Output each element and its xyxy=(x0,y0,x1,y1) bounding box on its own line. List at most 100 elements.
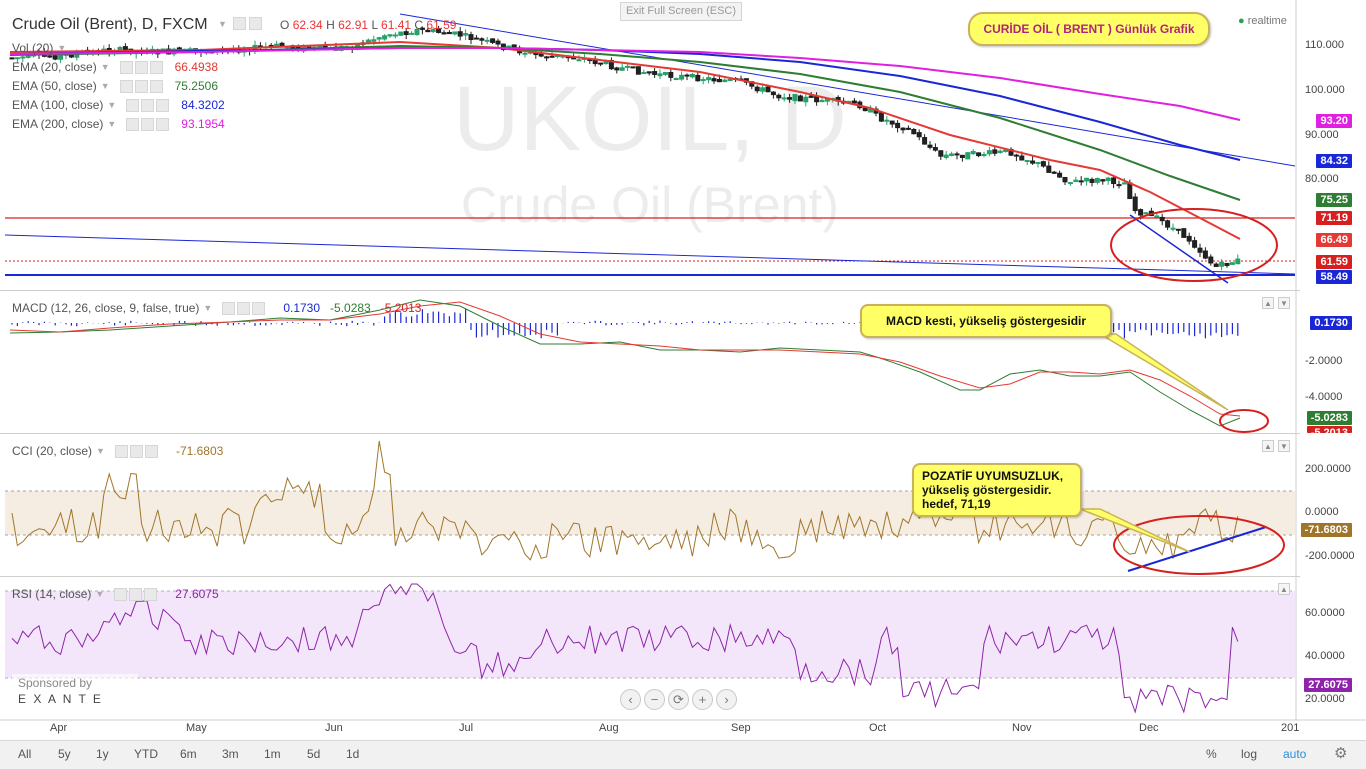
log-toggle[interactable]: log xyxy=(1241,747,1258,761)
study-value: 75.2506 xyxy=(174,79,219,93)
candle-body xyxy=(1094,178,1100,183)
close-icon[interactable] xyxy=(156,98,170,112)
study-ema100[interactable]: EMA (100, close) ▼ 84.3202 xyxy=(12,97,225,113)
chevron-down-icon[interactable]: ▼ xyxy=(100,81,110,91)
eye-icon[interactable] xyxy=(126,98,140,112)
realtime-indicator: ● realtime xyxy=(1238,15,1287,27)
candle-body xyxy=(1084,177,1090,182)
pane-down-icon[interactable]: ▼ xyxy=(1278,440,1290,452)
candle-body xyxy=(1224,262,1230,266)
eye-icon[interactable] xyxy=(114,444,128,458)
study-buttons[interactable] xyxy=(222,301,266,315)
macd-legend[interactable]: MACD (12, 26, close, 9, false, true) ▼ 0.… xyxy=(12,301,421,315)
candle-body xyxy=(1132,196,1138,212)
candle-body xyxy=(981,153,987,156)
candle-body xyxy=(1219,261,1225,267)
price-axis-label: 90.000 xyxy=(1305,129,1339,141)
chevron-down-icon[interactable]: ▼ xyxy=(107,100,117,110)
gear-icon[interactable] xyxy=(141,98,155,112)
chevron-down-icon[interactable]: ▼ xyxy=(57,43,67,53)
timeframe-5y[interactable]: 5y xyxy=(58,747,71,761)
auto-toggle[interactable]: auto xyxy=(1283,747,1307,761)
timeframe-1y[interactable]: 1y xyxy=(96,747,109,761)
chevron-down-icon[interactable]: ▼ xyxy=(96,446,105,456)
gear-icon[interactable] xyxy=(249,17,262,30)
timeframe-3m[interactable]: 3m xyxy=(222,747,239,761)
study-buttons[interactable] xyxy=(114,587,158,601)
gear-icon[interactable]: ⚙ xyxy=(1334,745,1348,762)
study-ema20[interactable]: EMA (20, close) ▼ 66.4938 xyxy=(12,59,225,75)
close-icon[interactable] xyxy=(156,117,170,131)
candle-body xyxy=(959,154,965,158)
pane-separator[interactable] xyxy=(0,433,1300,434)
gear-icon[interactable] xyxy=(129,587,143,601)
scroll-left-icon[interactable]: ‹ xyxy=(620,689,641,710)
pane-collapse-icon[interactable]: ▲ xyxy=(1278,583,1290,595)
chevron-down-icon[interactable]: ▼ xyxy=(203,303,213,313)
rsi-axis-label: 40.0000 xyxy=(1305,650,1345,662)
cci-legend[interactable]: CCI (20, close) ▼ -71.6803 xyxy=(12,444,223,458)
title-callout[interactable]: CURİDE OİL ( BRENT ) Günlük Grafik xyxy=(968,12,1210,46)
pane-down-icon[interactable]: ▼ xyxy=(1278,297,1290,309)
timeframe-1m[interactable]: 1m xyxy=(264,747,281,761)
eye-icon[interactable] xyxy=(119,79,133,93)
study-ema50[interactable]: EMA (50, close) ▼ 75.2506 xyxy=(12,78,225,94)
timeframe-6m[interactable]: 6m xyxy=(180,747,197,761)
gear-icon[interactable] xyxy=(129,444,143,458)
sponsor-box[interactable]: Sponsored by E X A N T E xyxy=(12,674,138,714)
study-ema200[interactable]: EMA (200, close) ▼ 93.1954 xyxy=(12,116,225,132)
close-icon[interactable] xyxy=(149,60,163,74)
chevron-down-icon[interactable]: ▼ xyxy=(218,19,227,29)
time-axis[interactable]: Apr May Jun Jul Aug Sep Oct Nov Dec 201 xyxy=(0,722,1300,738)
pane-separator[interactable] xyxy=(0,576,1300,577)
timeframe-5d[interactable]: 5d xyxy=(307,747,321,761)
ema-line-1 xyxy=(9,44,1241,201)
chart-canvas[interactable]: UKOIL, D Crude Oil (Brent) xyxy=(0,0,1366,740)
macd-callout[interactable]: MACD kesti, yükseliş göstergesidir xyxy=(860,304,1112,338)
close-icon[interactable] xyxy=(144,444,158,458)
study-buttons[interactable] xyxy=(126,117,170,131)
close-icon[interactable] xyxy=(252,301,266,315)
eye-icon[interactable] xyxy=(233,17,246,30)
exit-fullscreen-button[interactable]: Exit Full Screen (ESC) xyxy=(620,2,742,21)
timeframe-all[interactable]: All xyxy=(18,747,32,761)
cci-callout[interactable]: POZATİF UYUMSUZLUK, yükseliş göstergesid… xyxy=(912,463,1082,517)
eye-icon[interactable] xyxy=(114,587,128,601)
zoom-out-icon[interactable]: − xyxy=(644,689,665,710)
study-buttons[interactable] xyxy=(126,98,170,112)
scroll-right-icon[interactable]: › xyxy=(716,689,737,710)
study-buttons[interactable] xyxy=(114,444,158,458)
zoom-in-icon[interactable]: + xyxy=(692,689,713,710)
eye-icon[interactable] xyxy=(222,301,236,315)
study-buttons[interactable] xyxy=(119,79,163,93)
timeframe-ytd[interactable]: YTD xyxy=(134,747,158,761)
timeframe-1d[interactable]: 1d xyxy=(346,747,360,761)
rsi-legend[interactable]: RSI (14, close) ▼ 27.6075 xyxy=(12,587,219,601)
pane-up-icon[interactable]: ▲ xyxy=(1262,297,1274,309)
chevron-down-icon[interactable]: ▼ xyxy=(100,62,110,72)
chevron-down-icon[interactable]: ▼ xyxy=(95,589,105,599)
gear-icon[interactable] xyxy=(141,117,155,131)
study-buttons[interactable] xyxy=(119,60,163,74)
percent-toggle[interactable]: % xyxy=(1206,747,1217,761)
close-icon[interactable] xyxy=(149,79,163,93)
chart-navigation[interactable]: ‹ − ⟳ + › xyxy=(620,689,737,710)
gear-icon[interactable] xyxy=(134,79,148,93)
low-label: L xyxy=(371,18,378,32)
study-vol[interactable]: Vol (20) ▼ xyxy=(12,40,225,56)
pane-separator[interactable] xyxy=(0,290,1300,291)
close-icon[interactable] xyxy=(144,587,158,601)
candle-body xyxy=(20,56,26,59)
reset-icon[interactable]: ⟳ xyxy=(668,689,689,710)
time-axis-label: Nov xyxy=(1012,722,1032,734)
chevron-down-icon[interactable]: ▼ xyxy=(107,119,117,129)
pane-up-icon[interactable]: ▲ xyxy=(1262,440,1274,452)
candle-body xyxy=(1030,160,1036,164)
candle-body xyxy=(878,112,884,122)
eye-icon[interactable] xyxy=(119,60,133,74)
gear-icon[interactable] xyxy=(134,60,148,74)
eye-icon[interactable] xyxy=(126,117,140,131)
support-price-badge: 58.49 xyxy=(1316,270,1352,284)
gear-icon[interactable] xyxy=(237,301,251,315)
